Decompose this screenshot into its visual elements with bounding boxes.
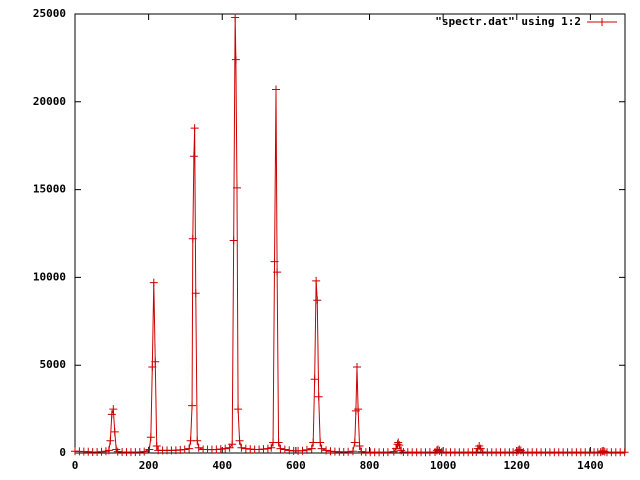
point-marker xyxy=(344,447,353,456)
point-marker xyxy=(272,85,281,94)
x-tick-label: 1400 xyxy=(577,459,604,472)
x-tick-label: 1000 xyxy=(430,459,457,472)
point-marker xyxy=(149,278,158,287)
point-marker xyxy=(221,444,230,453)
point-marker xyxy=(231,55,240,64)
y-tick-label: 0 xyxy=(59,446,66,459)
legend-sample xyxy=(587,18,617,26)
point-marker xyxy=(97,447,106,456)
point-marker xyxy=(140,447,149,456)
point-marker xyxy=(267,443,276,452)
point-marker xyxy=(620,448,629,457)
y-tick-label: 5000 xyxy=(40,358,67,371)
point-marker xyxy=(276,444,285,453)
y-tick-label: 10000 xyxy=(33,270,66,283)
plot-border xyxy=(74,13,626,454)
point-marker xyxy=(180,445,189,454)
x-tick-label: 600 xyxy=(286,459,306,472)
point-marker xyxy=(274,438,283,447)
x-tick-label: 400 xyxy=(212,459,232,472)
point-marker xyxy=(110,427,119,436)
point-marker xyxy=(146,433,155,442)
point-marker xyxy=(263,444,272,453)
point-marker xyxy=(241,444,250,453)
point-marker xyxy=(515,445,524,454)
point-marker xyxy=(229,236,238,245)
point-marker xyxy=(104,446,113,455)
point-marker xyxy=(152,441,161,450)
point-marker xyxy=(193,436,202,445)
legend-label: "spectr.dat" using 1:2 xyxy=(435,15,581,28)
point-marker xyxy=(270,257,279,266)
x-tick-label: 1200 xyxy=(504,459,531,472)
point-marker xyxy=(392,444,401,453)
point-marker xyxy=(393,440,402,449)
point-marker xyxy=(109,405,118,414)
point-marker xyxy=(314,392,323,401)
point-marker xyxy=(310,375,319,384)
point-marker xyxy=(235,436,244,445)
y-tick-label: 25000 xyxy=(33,7,66,20)
point-marker xyxy=(322,446,331,455)
point-marker xyxy=(317,444,326,453)
point-marker xyxy=(231,13,240,22)
point-marker xyxy=(312,276,321,285)
point-marker xyxy=(307,444,316,453)
point-marker xyxy=(151,357,160,366)
point-marker xyxy=(188,234,197,243)
point-marker xyxy=(189,152,198,161)
point-marker xyxy=(190,124,199,133)
point-marker xyxy=(237,443,246,452)
point-marker xyxy=(599,446,608,455)
point-marker xyxy=(106,436,115,445)
point-marker xyxy=(194,443,203,452)
point-marker xyxy=(216,445,225,454)
point-marker xyxy=(285,446,294,455)
point-marker xyxy=(280,445,289,454)
point-marker xyxy=(313,296,322,305)
point-marker xyxy=(309,438,318,447)
point-marker xyxy=(355,441,364,450)
x-tick-label: 200 xyxy=(139,459,159,472)
point-marker xyxy=(234,405,243,414)
point-marker xyxy=(185,444,194,453)
point-marker xyxy=(107,410,116,419)
point-marker xyxy=(352,362,361,371)
point-marker xyxy=(112,445,121,454)
point-marker xyxy=(228,440,237,449)
y-tick-label: 20000 xyxy=(33,95,66,108)
point-marker xyxy=(350,438,359,447)
point-marker xyxy=(188,401,197,410)
point-marker xyxy=(354,405,363,414)
x-tick-label: 800 xyxy=(360,459,380,472)
point-marker xyxy=(273,268,282,277)
point-marker xyxy=(348,447,357,456)
point-marker xyxy=(145,445,154,454)
point-marker xyxy=(316,438,325,447)
point-marker xyxy=(302,445,311,454)
y-tick-label: 15000 xyxy=(33,183,66,196)
point-marker xyxy=(148,362,157,371)
point-marker xyxy=(395,441,404,450)
point-marker xyxy=(298,446,307,455)
point-marker xyxy=(357,447,366,456)
data-line xyxy=(74,17,625,453)
point-marker xyxy=(191,289,200,298)
x-tick-label: 0 xyxy=(72,459,79,472)
point-marker xyxy=(259,445,268,454)
point-marker xyxy=(383,448,392,457)
point-marker xyxy=(232,183,241,192)
